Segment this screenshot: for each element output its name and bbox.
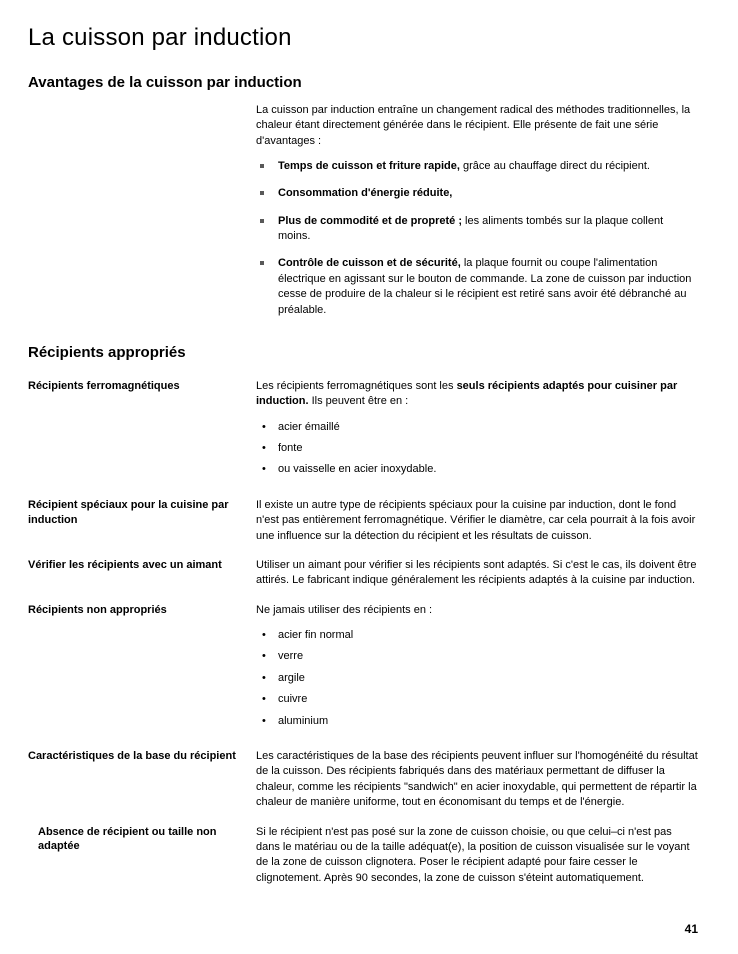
sub-label: Absence de récipient ou taille non adapt… xyxy=(28,825,256,887)
advantages-intro: La cuisson par induction entraîne un cha… xyxy=(256,103,698,149)
advantages-content: La cuisson par induction entraîne un cha… xyxy=(256,103,698,330)
material-list: acier émaillé fonte ou vaisselle en acie… xyxy=(256,420,698,478)
sub-label: Récipients non appropriés xyxy=(28,603,256,735)
advantages-list: Temps de cuisson et friture rapide, grâc… xyxy=(256,159,698,318)
sub-text: Si le récipient n'est pas posé sur la zo… xyxy=(256,825,698,887)
section-heading-recipients: Récipients appropriés xyxy=(28,344,698,363)
advantage-item: Temps de cuisson et friture rapide, grâc… xyxy=(256,159,698,174)
sub-label: Vérifier les récipients avec un aimant xyxy=(28,558,256,589)
sub-magnet: Vérifier les récipients avec un aimant U… xyxy=(28,558,698,589)
advantage-item: Consommation d'énergie réduite, xyxy=(256,186,698,201)
advantage-bold: Consommation d'énergie réduite, xyxy=(278,187,452,199)
list-item: verre xyxy=(256,649,698,664)
section-heading-advantages: Avantages de la cuisson par induction xyxy=(28,74,698,93)
sub-content: Il existe un autre type de récipients sp… xyxy=(256,498,698,544)
list-item: acier fin normal xyxy=(256,628,698,643)
sub-text: Il existe un autre type de récipients sp… xyxy=(256,498,698,544)
sub-text: Les caractéristiques de la base des réci… xyxy=(256,749,698,811)
text-part: Les récipients ferromagnétiques sont les xyxy=(256,380,457,392)
list-item: ou vaisselle en acier inoxydable. xyxy=(256,462,698,477)
sub-content: Utiliser un aimant pour vérifier si les … xyxy=(256,558,698,589)
sub-content: Les récipients ferromagnétiques sont les… xyxy=(256,379,698,484)
sub-text: Les récipients ferromagnétiques sont les… xyxy=(256,379,698,410)
list-item: aluminium xyxy=(256,714,698,729)
advantages-row: La cuisson par induction entraîne un cha… xyxy=(28,103,698,330)
list-item: fonte xyxy=(256,441,698,456)
advantage-rest: grâce au chauffage direct du récipient. xyxy=(460,160,650,172)
sub-label: Caractéristiques de la base du récipient xyxy=(28,749,256,811)
sub-absence: Absence de récipient ou taille non adapt… xyxy=(28,825,698,887)
advantage-item: Contrôle de cuisson et de sécurité, la p… xyxy=(256,256,698,318)
advantage-bold: Contrôle de cuisson et de sécurité, xyxy=(278,257,461,269)
sub-label: Récipients ferromagnétiques xyxy=(28,379,256,484)
sub-text: Ne jamais utiliser des récipients en : xyxy=(256,603,698,618)
sub-text: Utiliser un aimant pour vérifier si les … xyxy=(256,558,698,589)
page-title: La cuisson par induction xyxy=(28,24,698,52)
document-page: La cuisson par induction Avantages de la… xyxy=(0,0,738,954)
sub-content: Ne jamais utiliser des récipients en : a… xyxy=(256,603,698,735)
advantage-bold: Plus de commodité et de propreté ; xyxy=(278,215,462,227)
advantage-bold: Temps de cuisson et friture rapide, xyxy=(278,160,460,172)
advantage-item: Plus de commodité et de propreté ; les a… xyxy=(256,214,698,245)
sub-content: Les caractéristiques de la base des réci… xyxy=(256,749,698,811)
list-item: cuivre xyxy=(256,692,698,707)
list-item: argile xyxy=(256,671,698,686)
sub-base: Caractéristiques de la base du récipient… xyxy=(28,749,698,811)
sub-special: Récipient spéciaux pour la cuisine par i… xyxy=(28,498,698,544)
sub-not-appropriate: Récipients non appropriés Ne jamais util… xyxy=(28,603,698,735)
bad-material-list: acier fin normal verre argile cuivre alu… xyxy=(256,628,698,729)
list-item: acier émaillé xyxy=(256,420,698,435)
page-number: 41 xyxy=(685,922,698,936)
sub-content: Si le récipient n'est pas posé sur la zo… xyxy=(256,825,698,887)
empty-label xyxy=(28,103,256,330)
sub-ferromagnetic: Récipients ferromagnétiques Les récipien… xyxy=(28,379,698,484)
text-part: Ils peuvent être en : xyxy=(309,395,409,407)
sub-label: Récipient spéciaux pour la cuisine par i… xyxy=(28,498,256,544)
